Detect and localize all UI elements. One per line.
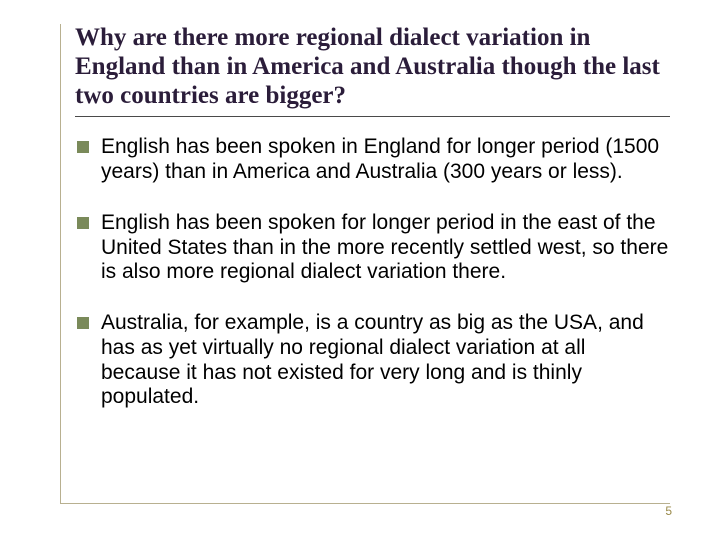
list-item: English has been spoken for longer perio… (75, 211, 670, 285)
slide: Why are there more regional dialect vari… (0, 0, 720, 540)
page-number: 5 (665, 504, 672, 518)
slide-title: Why are there more regional dialect vari… (75, 24, 670, 117)
bullet-list: English has been spoken in England for l… (75, 135, 670, 410)
list-item: Australia, for example, is a country as … (75, 311, 670, 410)
list-item: English has been spoken in England for l… (75, 135, 670, 185)
slide-content-frame: Why are there more regional dialect vari… (60, 24, 670, 504)
